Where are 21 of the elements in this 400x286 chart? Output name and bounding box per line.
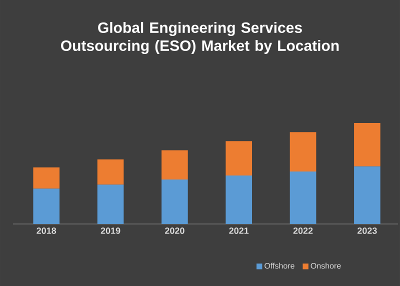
bar (97, 159, 124, 185)
x-tick-label: 2019 (100, 228, 120, 234)
bar (354, 122, 380, 166)
legend-label: Onshore (310, 262, 341, 269)
x-tick-label: 2022 (293, 228, 313, 234)
x-tick-label: 2021 (229, 228, 249, 234)
bar (226, 176, 252, 224)
bar (354, 166, 380, 224)
legend-label: Offshore (264, 262, 294, 269)
bar (33, 188, 60, 224)
bar (226, 141, 252, 176)
x-tick-label: 2020 (165, 228, 184, 234)
bar (97, 184, 124, 224)
bar (162, 180, 188, 224)
bar (162, 150, 188, 180)
bar (33, 167, 60, 189)
bar (290, 171, 316, 224)
bar (290, 132, 316, 172)
chart-title: Global Engineering Services Outsourcing (ESO) Market by Location (61, 22, 339, 54)
x-tick-label: 2023 (357, 228, 377, 234)
x-tick-label: 2018 (36, 228, 56, 234)
